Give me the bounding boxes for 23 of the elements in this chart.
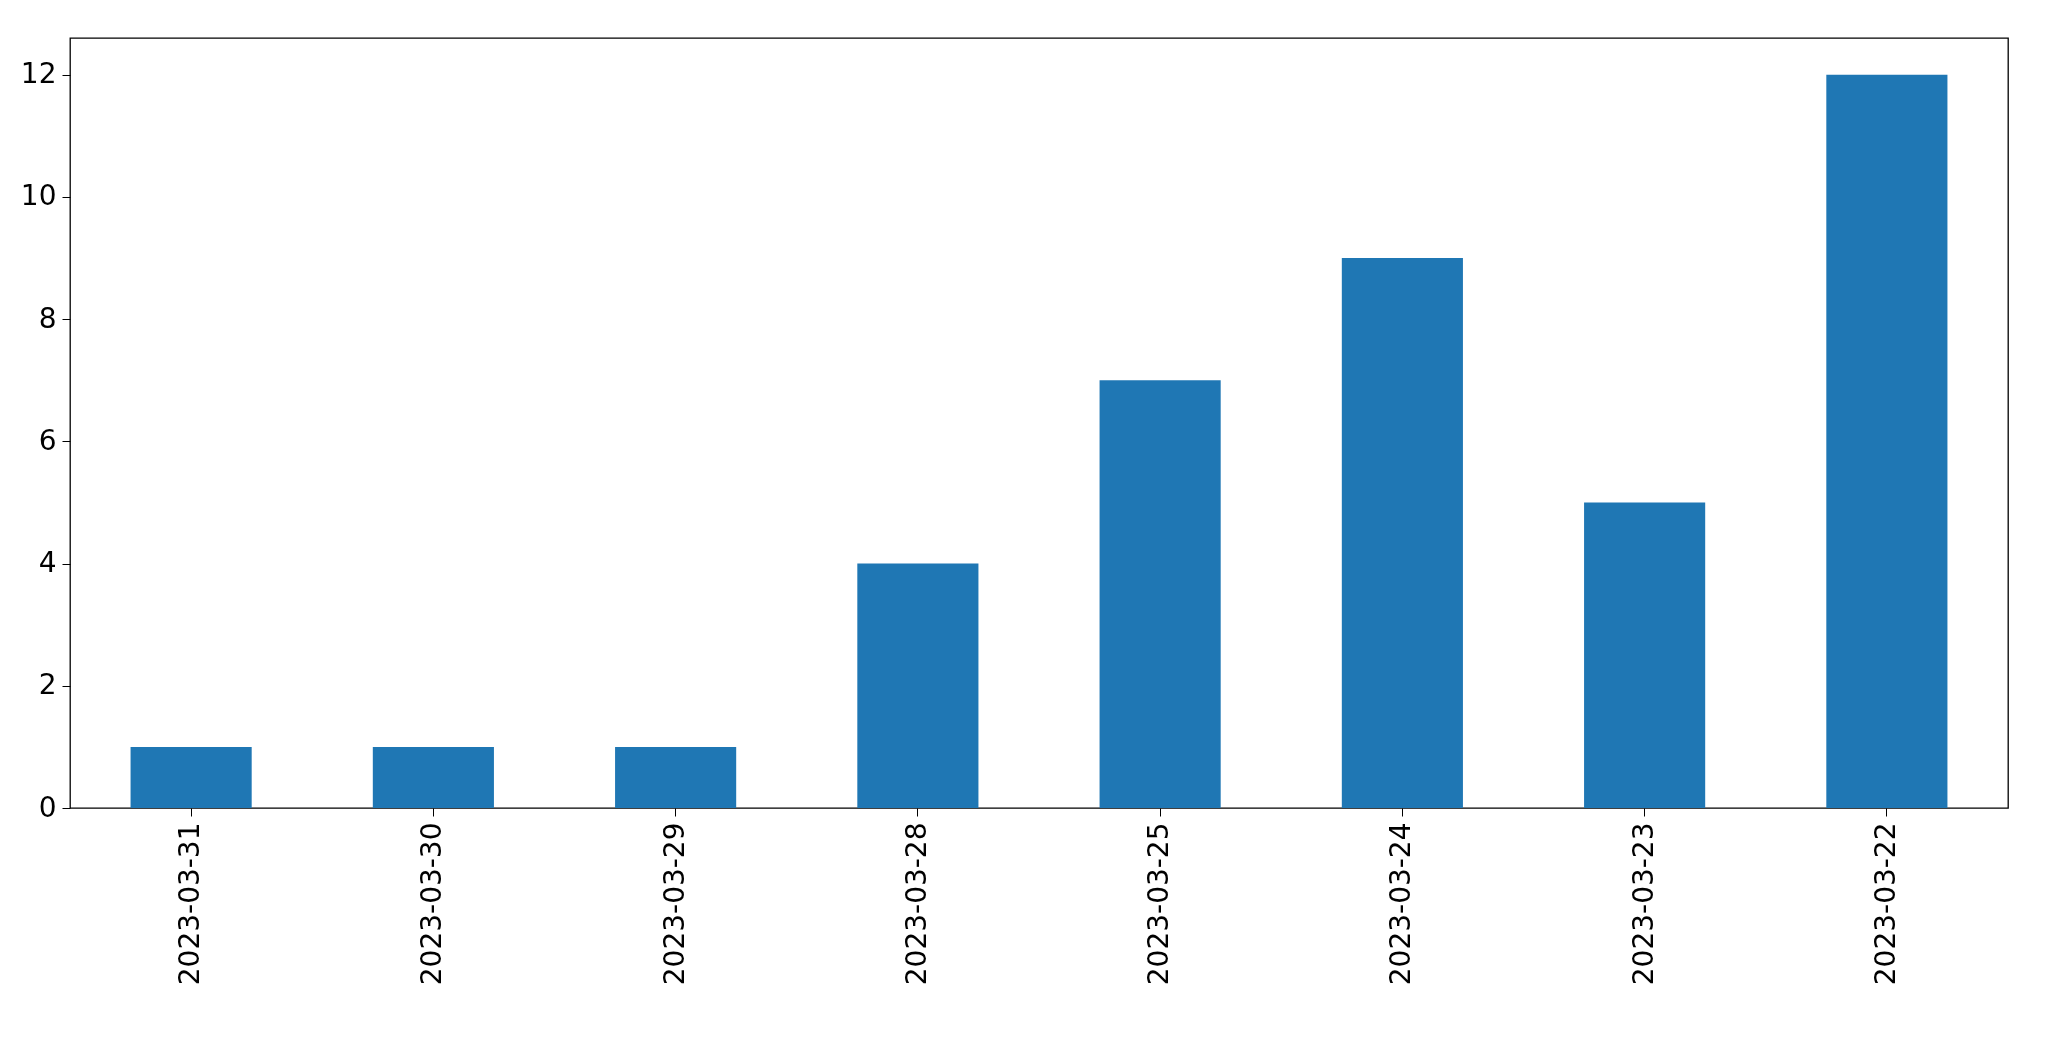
x-tick-label: 2023-03-23 bbox=[1626, 822, 1660, 986]
bar bbox=[372, 746, 494, 808]
x-tick-label: 2023-03-25 bbox=[1142, 822, 1176, 986]
x-tick-label: 2023-03-29 bbox=[657, 822, 691, 986]
x-tick-label: 2023-03-22 bbox=[1868, 822, 1902, 986]
bar bbox=[615, 746, 737, 808]
bar bbox=[1584, 502, 1706, 808]
bar bbox=[1826, 74, 1948, 808]
x-tick-label: 2023-03-24 bbox=[1384, 822, 1418, 986]
y-tick-label: 12 bbox=[20, 57, 57, 91]
x-tick-label: 2023-03-30 bbox=[415, 822, 449, 986]
y-tick-label: 10 bbox=[20, 179, 57, 213]
y-tick-label: 4 bbox=[38, 546, 57, 580]
y-tick-label: 8 bbox=[38, 301, 57, 335]
y-tick-label: 2 bbox=[38, 668, 57, 702]
bar bbox=[130, 746, 252, 808]
bar bbox=[857, 563, 979, 808]
y-tick-label: 6 bbox=[38, 423, 57, 457]
bar bbox=[1341, 258, 1463, 808]
x-tick-label: 2023-03-31 bbox=[173, 822, 207, 986]
bar bbox=[1099, 380, 1221, 808]
y-tick-label: 0 bbox=[38, 790, 57, 824]
x-tick-label: 2023-03-28 bbox=[899, 822, 933, 986]
